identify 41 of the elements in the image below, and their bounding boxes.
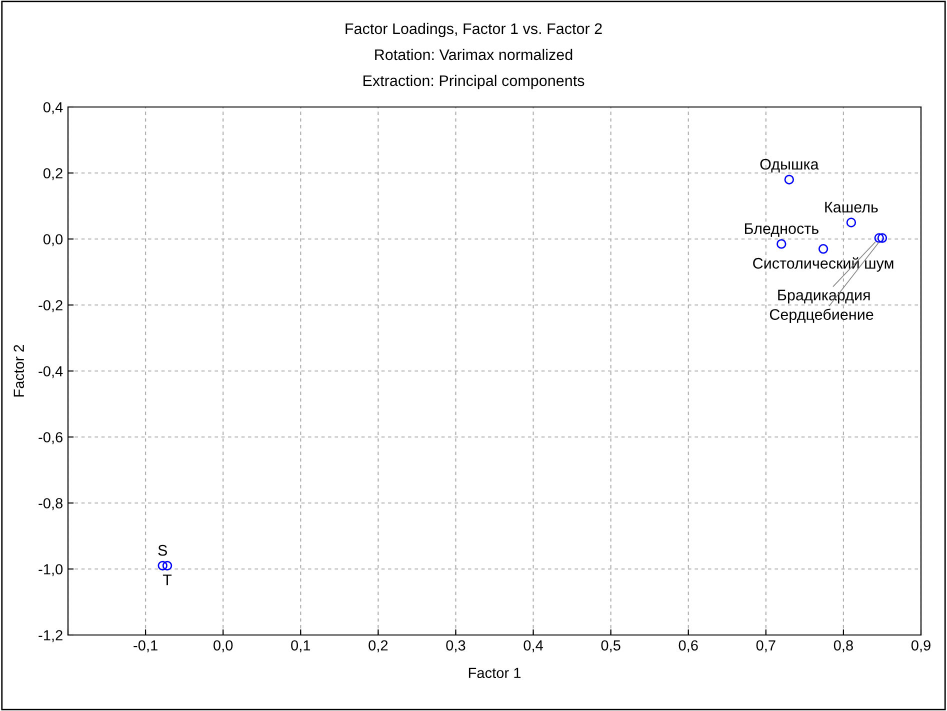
x-tick-label: 0,2 xyxy=(368,640,388,652)
point xyxy=(784,174,794,184)
x-tick-label: 0,7 xyxy=(756,640,776,652)
data-label: T xyxy=(162,574,172,586)
y-axis-title: Factor 2 xyxy=(14,344,24,397)
x-tick-label: 0,1 xyxy=(291,640,310,652)
chart-subtitle: Rotation: Varimax normalized xyxy=(375,48,572,60)
data-label: Брадикардия xyxy=(778,290,870,304)
x-tick-label: 0,9 xyxy=(911,640,930,652)
y-tick-label: -0,6 xyxy=(38,432,62,444)
y-tick-label: 0,2 xyxy=(43,168,62,180)
y-tick-label: -0,4 xyxy=(38,366,63,378)
point xyxy=(162,560,172,571)
y-tick-label: 0,4 xyxy=(43,102,63,114)
chart-title: Factor Loadings, Factor 1 vs. Factor 2 xyxy=(346,22,602,38)
x-tick-label: 0,5 xyxy=(601,640,620,652)
data-label: Сердцебиение xyxy=(770,308,874,323)
y-tick-label: -1,0 xyxy=(38,564,63,576)
point xyxy=(874,233,884,243)
x-tick-label: 0,6 xyxy=(678,640,698,652)
y-tick-label: -0,8 xyxy=(38,498,63,510)
text: Extraction: Principal components xyxy=(364,74,584,90)
x-tick-label: -0,1 xyxy=(134,640,158,652)
data-label: Бледность xyxy=(744,223,818,237)
x-tick-label: 0,8 xyxy=(834,640,853,652)
data-label: Систолический шум xyxy=(753,257,894,272)
x-tick-label: 0,4 xyxy=(524,640,543,652)
point xyxy=(776,239,786,249)
data-label: S xyxy=(158,544,167,556)
point xyxy=(846,218,856,228)
x-axis-title: Factor 1 xyxy=(468,668,521,678)
data-label: Одышка xyxy=(760,158,819,173)
point xyxy=(158,560,168,571)
data-label: Кашель xyxy=(825,202,878,213)
point xyxy=(877,233,888,243)
x-tick-label: 0,3 xyxy=(446,640,466,652)
y-tick-label: 0,0 xyxy=(43,234,63,246)
y-tick-label: -0,2 xyxy=(38,300,62,312)
x-tick-label: 0,0 xyxy=(214,640,233,652)
point xyxy=(818,244,828,254)
y-tick-label: -1,2 xyxy=(38,630,62,642)
